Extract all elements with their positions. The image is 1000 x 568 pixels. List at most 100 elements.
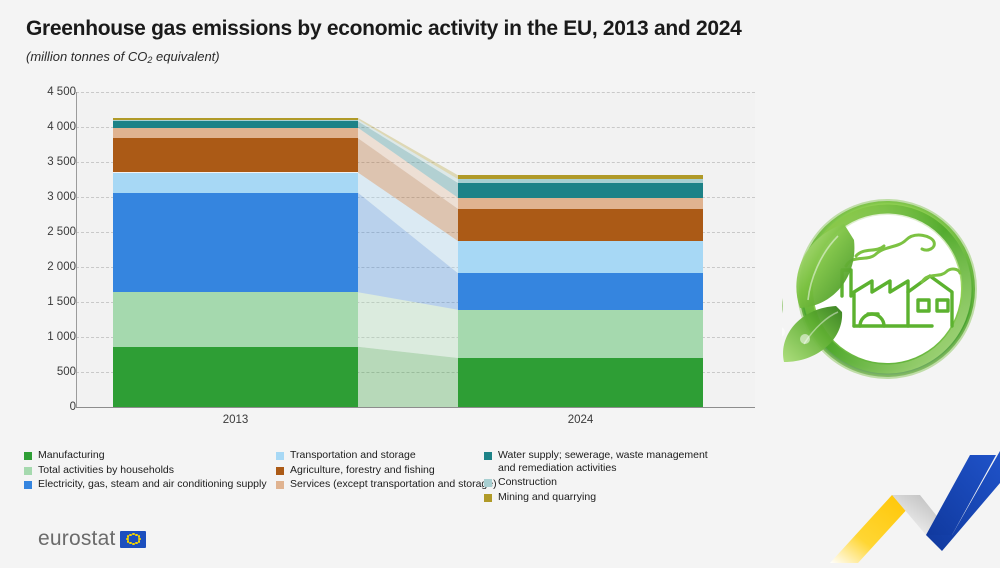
legend-swatch-icon: [276, 481, 284, 489]
y-axis-tick-label: 2 000: [47, 261, 76, 273]
legend-column: Transportation and storage Agriculture, f…: [276, 449, 497, 493]
gridline: [76, 267, 755, 268]
bar-segment[interactable]: [458, 183, 703, 198]
gridline: [76, 302, 755, 303]
eu-star: [135, 542, 138, 545]
eurostat-logo: eurostat: [38, 527, 147, 551]
bar-segment[interactable]: [458, 175, 703, 180]
page-subtitle: (million tonnes of CO2 equivalent): [26, 49, 220, 65]
y-axis-tick-label: 3 000: [47, 191, 76, 203]
legend-item[interactable]: Water supply; sewerage, waste management…: [484, 449, 708, 474]
eu-star: [126, 537, 129, 541]
legend-item-label: Construction: [498, 476, 557, 488]
bar-segment[interactable]: [113, 117, 358, 120]
gridline: [76, 162, 755, 163]
connector-band: [358, 117, 458, 180]
y-axis-tick-label: 1 500: [47, 296, 76, 308]
bar-segment[interactable]: [113, 292, 358, 347]
bar-segment[interactable]: [113, 121, 358, 128]
y-axis-tick-label: 500: [56, 366, 76, 378]
legend-swatch-icon: [276, 466, 284, 475]
gridline: [76, 197, 755, 198]
legend-item[interactable]: Construction: [484, 476, 708, 489]
eu-star: [132, 532, 135, 536]
stacked-bar-2013[interactable]: [113, 92, 358, 407]
subtitle-pre: (million tonnes of CO: [26, 49, 148, 64]
legend-item[interactable]: Services (except transportation and stor…: [276, 478, 497, 491]
subtitle-subscript: 2: [147, 55, 153, 65]
connector-band: [358, 138, 458, 242]
y-axis-tick-label: 3 500: [47, 156, 76, 168]
connector-band: [358, 346, 458, 407]
eu-flag-icon: [120, 530, 147, 548]
legend-item-label: Transportation and storage: [290, 449, 416, 461]
eu-star: [137, 540, 140, 543]
subtitle-post: equivalent): [152, 49, 220, 64]
eco-factory-leaf-logo: [743, 196, 992, 386]
legend-swatch-icon: [24, 481, 32, 489]
gridline: [76, 92, 755, 93]
legend-item[interactable]: Agriculture, forestry and fishing: [276, 464, 497, 477]
bar-segment[interactable]: [458, 358, 703, 407]
eu-star: [132, 542, 135, 546]
bar-segment[interactable]: [113, 192, 358, 293]
legend-item[interactable]: Transportation and storage: [276, 449, 497, 462]
legend-item[interactable]: Manufacturing: [24, 449, 267, 462]
bar-segment[interactable]: [113, 127, 358, 139]
legend-item-label: Total activities by households: [38, 463, 174, 476]
bar-segment[interactable]: [458, 241, 703, 274]
eu-star: [138, 537, 141, 541]
bar-segment[interactable]: [113, 172, 358, 193]
connector-band: [358, 119, 458, 183]
connector-band-group: [358, 117, 458, 407]
connector-band: [358, 172, 458, 274]
legend-item[interactable]: Total activities by households: [24, 464, 267, 477]
gridline: [76, 127, 755, 128]
eu-star: [129, 533, 132, 536]
bar-segment[interactable]: [458, 273, 703, 310]
eu-star: [127, 540, 130, 543]
x-axis-tick-label: 2024: [567, 414, 594, 426]
eu-star: [137, 535, 140, 538]
eu-star: [127, 535, 130, 538]
gridline: [76, 372, 755, 373]
stacked-bar-2024[interactable]: [458, 92, 703, 407]
connector-band: [358, 121, 458, 198]
bar-segment[interactable]: [458, 179, 703, 183]
legend-item[interactable]: Electricity, gas, steam and air conditio…: [24, 478, 267, 491]
legend-item-label: Electricity, gas, steam and air conditio…: [38, 478, 267, 490]
legend-item[interactable]: Mining and quarrying: [484, 491, 708, 504]
x-axis-tick-label: 2013: [222, 414, 249, 426]
bar-segment[interactable]: [113, 346, 358, 407]
bar-segment[interactable]: [458, 208, 703, 242]
y-axis-tick-label: 1 000: [47, 331, 76, 343]
y-axis-line: [76, 92, 77, 407]
legend-swatch-icon: [484, 493, 492, 502]
legend-column: Water supply; sewerage, waste management…: [484, 449, 708, 505]
eu-star: [129, 542, 132, 545]
bar-segment[interactable]: [458, 197, 703, 209]
legend-item-label: Manufacturing: [38, 449, 105, 461]
y-axis-tick-label: 4 000: [47, 121, 76, 133]
bar-segment[interactable]: [458, 309, 703, 358]
legend-swatch-icon: [24, 466, 32, 475]
y-axis-tick-label: 0: [69, 401, 76, 413]
x-axis-line: [76, 407, 755, 408]
legend-column: Manufacturing Total activities by househo…: [24, 449, 267, 493]
bar-segment[interactable]: [113, 119, 358, 122]
legend-swatch-icon: [484, 479, 492, 487]
chart-legend: Manufacturing Total activities by househo…: [24, 449, 724, 503]
chart-plot-area: 0 500 1 000 1 500 2 000 2 500 3 000 3 500 4 000 4…: [0, 86, 790, 426]
connector-band: [358, 192, 458, 310]
eu-star: [135, 533, 138, 536]
y-axis-tick-label: 2 500: [47, 226, 76, 238]
eurostat-chevron-graphic: [830, 443, 1000, 563]
legend-item-label: Services (except transportation and stor…: [290, 478, 497, 490]
y-axis-tick-label: 4 500: [47, 86, 76, 98]
legend-swatch-icon: [484, 452, 492, 460]
bar-segment[interactable]: [113, 138, 358, 173]
legend-swatch-icon: [276, 452, 284, 460]
legend-swatch-icon: [24, 452, 32, 460]
connector-band: [358, 292, 458, 358]
page-title: Greenhouse gas emissions by economic act…: [26, 17, 742, 40]
